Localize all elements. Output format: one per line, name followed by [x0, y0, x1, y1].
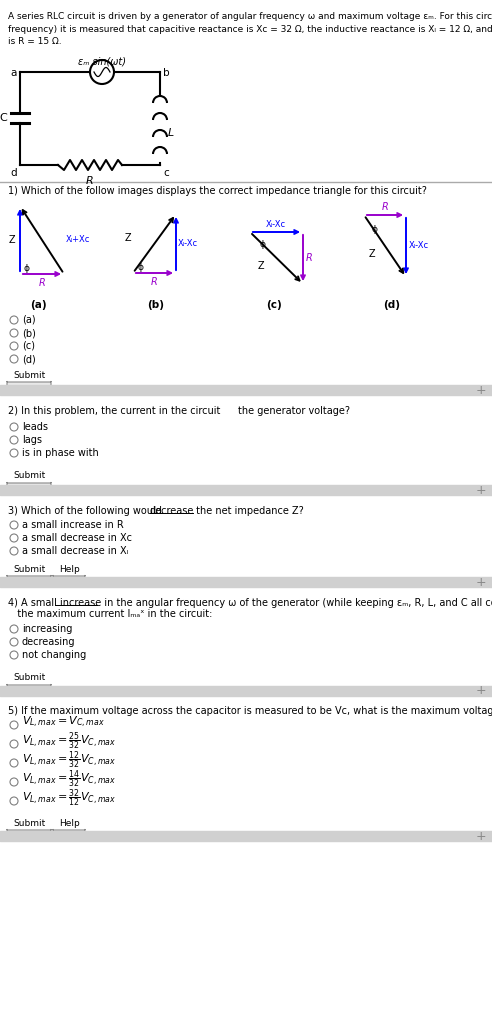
Text: Xₗ-Xᴄ: Xₗ-Xᴄ	[266, 220, 286, 229]
Text: Submit: Submit	[13, 471, 45, 480]
Text: L: L	[168, 128, 174, 138]
Text: (d): (d)	[22, 354, 36, 364]
Text: ϕ: ϕ	[24, 264, 30, 273]
Text: +: +	[476, 575, 486, 589]
Text: a: a	[11, 68, 17, 78]
Text: Z: Z	[8, 234, 15, 245]
Text: (d): (d)	[383, 300, 400, 310]
Text: (c): (c)	[22, 341, 35, 351]
Text: 4) A small increase in the angular frequency ω of the generator (while keeping ε: 4) A small increase in the angular frequ…	[8, 598, 492, 608]
Text: b: b	[163, 68, 170, 78]
Text: $V_{L,max} = \frac{14}{32}V_{C,max}$: $V_{L,max} = \frac{14}{32}V_{C,max}$	[22, 768, 116, 790]
FancyBboxPatch shape	[53, 829, 85, 840]
Text: the generator voltage?: the generator voltage?	[238, 406, 350, 416]
Text: (b): (b)	[22, 328, 36, 338]
Text: the maximum current Iₘₐˣ in the circuit:: the maximum current Iₘₐˣ in the circuit:	[8, 609, 213, 618]
FancyBboxPatch shape	[7, 684, 51, 695]
Text: 5) If the maximum voltage across the capacitor is measured to be Vᴄ, what is the: 5) If the maximum voltage across the cap…	[8, 706, 492, 716]
Text: +: +	[476, 829, 486, 843]
Text: (a): (a)	[30, 300, 46, 310]
FancyBboxPatch shape	[7, 381, 51, 392]
Text: ϕ: ϕ	[372, 225, 378, 234]
Text: $V_{L,max} = V_{C,max}$: $V_{L,max} = V_{C,max}$	[22, 715, 105, 729]
Text: $V_{L,max} = \frac{25}{32}V_{C,max}$: $V_{L,max} = \frac{25}{32}V_{C,max}$	[22, 730, 116, 752]
Text: Submit: Submit	[13, 564, 45, 573]
FancyBboxPatch shape	[7, 829, 51, 840]
FancyBboxPatch shape	[7, 482, 51, 493]
Text: a small decrease in Xₗ: a small decrease in Xₗ	[22, 546, 128, 556]
Text: (c): (c)	[266, 300, 282, 310]
Text: εₘ sin(ωt): εₘ sin(ωt)	[78, 56, 126, 66]
Text: Xₗ-Xᴄ: Xₗ-Xᴄ	[178, 239, 198, 248]
Text: Z: Z	[369, 249, 375, 259]
Text: Submit: Submit	[13, 818, 45, 827]
Text: (a): (a)	[22, 315, 35, 325]
Text: +: +	[476, 483, 486, 497]
Text: lags: lags	[22, 435, 42, 445]
Text: d: d	[10, 168, 17, 178]
Text: R: R	[382, 202, 388, 212]
FancyBboxPatch shape	[7, 575, 51, 586]
Text: +: +	[476, 384, 486, 396]
Text: R: R	[86, 176, 94, 186]
Text: C: C	[0, 113, 7, 123]
Text: a small decrease in Xᴄ: a small decrease in Xᴄ	[22, 534, 132, 543]
Text: Z: Z	[124, 233, 131, 243]
Text: ϕ: ϕ	[260, 240, 266, 249]
Text: 2) In this problem, the current in the circuit: 2) In this problem, the current in the c…	[8, 406, 220, 416]
Text: Submit: Submit	[13, 371, 45, 380]
Text: R: R	[306, 253, 313, 263]
Text: $V_{L,max} = \frac{12}{32}V_{C,max}$: $V_{L,max} = \frac{12}{32}V_{C,max}$	[22, 750, 116, 771]
Text: Submit: Submit	[13, 674, 45, 683]
Text: a small increase in R: a small increase in R	[22, 520, 124, 530]
Text: increasing: increasing	[22, 624, 72, 634]
Text: not changing: not changing	[22, 650, 86, 660]
Text: A series RLC circuit is driven by a generator of angular frequency ω and maximum: A series RLC circuit is driven by a gene…	[8, 12, 492, 46]
Text: ϕ: ϕ	[138, 263, 144, 272]
Text: the net impedance Z?: the net impedance Z?	[193, 506, 304, 516]
Text: decreasing: decreasing	[22, 637, 75, 647]
Text: is in phase with: is in phase with	[22, 449, 99, 458]
Text: 1) Which of the follow images displays the correct impedance triangle for this c: 1) Which of the follow images displays t…	[8, 186, 427, 196]
Text: R: R	[151, 278, 157, 287]
FancyBboxPatch shape	[53, 575, 85, 586]
Text: R: R	[39, 278, 45, 288]
Text: $V_{L,max} = \frac{32}{12}V_{C,max}$: $V_{L,max} = \frac{32}{12}V_{C,max}$	[22, 787, 116, 809]
Text: +: +	[476, 684, 486, 697]
Text: Xₗ+Xᴄ: Xₗ+Xᴄ	[66, 236, 91, 245]
Text: c: c	[163, 168, 169, 178]
Text: 3) Which of the following would: 3) Which of the following would	[8, 506, 165, 516]
Text: Z: Z	[257, 261, 264, 271]
Text: (b): (b)	[148, 300, 164, 310]
Text: Help: Help	[59, 818, 79, 827]
Text: decrease: decrease	[150, 506, 194, 516]
Text: leads: leads	[22, 422, 48, 432]
Text: Xₗ-Xᴄ: Xₗ-Xᴄ	[409, 242, 429, 251]
Text: Help: Help	[59, 564, 79, 573]
